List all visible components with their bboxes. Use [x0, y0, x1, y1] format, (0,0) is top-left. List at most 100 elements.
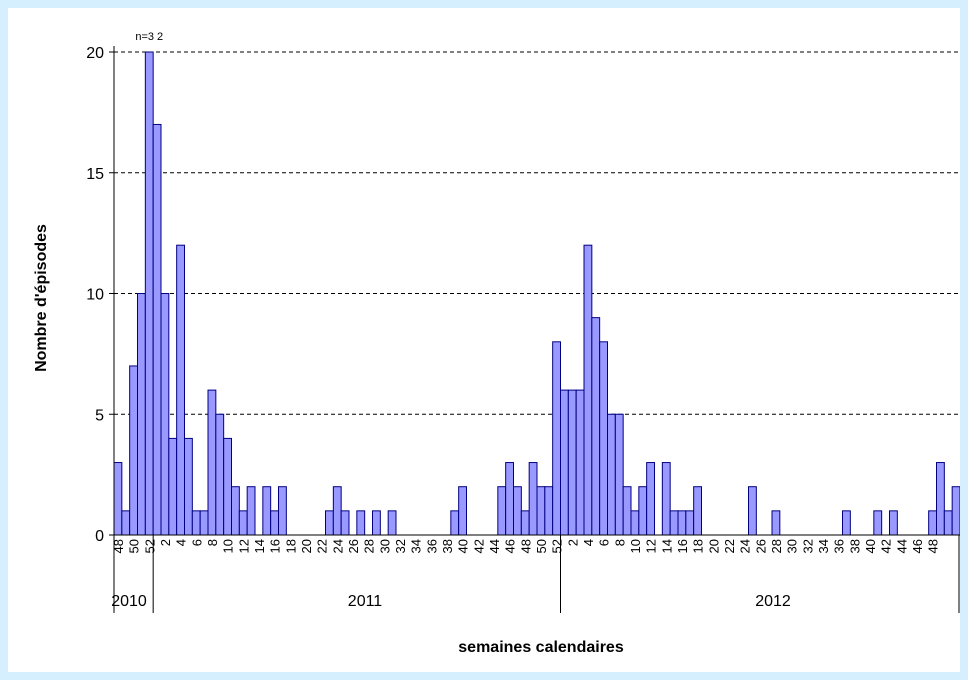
x-tick-label: 48: [518, 539, 533, 553]
x-tick-label: 50: [534, 539, 549, 553]
bar: [144, 51, 154, 536]
x-tick-label: 4: [174, 539, 189, 546]
x-tick-label: 6: [597, 539, 612, 546]
x-tick-label: 4: [581, 539, 596, 546]
bar: [583, 244, 593, 536]
x-tick-label: 46: [910, 539, 925, 553]
bar: [873, 510, 883, 536]
y-tick-label: 20: [86, 45, 104, 62]
x-tick-label: 22: [722, 539, 737, 553]
x-tick-label: 52: [142, 539, 157, 553]
x-tick-label: 42: [879, 539, 894, 553]
x-tick-label: 10: [628, 539, 643, 553]
bar: [943, 510, 953, 536]
y-tick-label: 15: [86, 166, 104, 183]
bar: [630, 510, 640, 536]
y-tick-labels: 0 5 10 15 20: [86, 45, 104, 545]
bar: [520, 510, 530, 536]
bar: [693, 486, 703, 536]
x-tick-label: 26: [346, 539, 361, 553]
bar: [575, 389, 585, 536]
bar: [372, 510, 381, 536]
bar: [223, 437, 233, 536]
x-tick-label: 20: [706, 539, 721, 553]
x-tick-label: 2: [158, 539, 173, 546]
x-tick-label: 34: [816, 539, 831, 553]
bar: [152, 123, 162, 536]
x-tick-label: 50: [127, 539, 142, 553]
x-tick-label: 36: [832, 539, 847, 553]
x-tick-label: 12: [236, 539, 251, 553]
x-tick-label: 24: [330, 539, 345, 553]
x-tick-label: 48: [926, 539, 941, 553]
x-tick-label: 18: [691, 539, 706, 553]
x-tick-label: 10: [221, 539, 236, 553]
bar: [544, 486, 554, 536]
year-label: 2010: [111, 593, 147, 610]
x-tick-label: 6: [189, 539, 204, 546]
x-tick-label: 48: [111, 539, 126, 553]
x-tick-label: 32: [393, 539, 408, 553]
bar: [928, 510, 938, 536]
bar: [458, 486, 467, 536]
x-tick-label: 26: [753, 539, 768, 553]
bar: [669, 510, 679, 536]
bar: [199, 510, 209, 536]
x-tick-label: 20: [299, 539, 314, 553]
bar: [191, 510, 201, 536]
bar: [207, 389, 217, 536]
x-tick-label: 18: [283, 539, 298, 553]
bar: [560, 389, 569, 536]
x-tick-label: 38: [440, 539, 455, 553]
year-labels: 2010 2011 2012: [111, 593, 791, 610]
bar: [215, 413, 225, 536]
x-tick-label: 2: [565, 539, 580, 546]
bar: [622, 486, 632, 536]
chart-panel: 0 5 10 15 20 48 50 52 2 4 6 8 10 12 14 16 18 20 22 24 26 28 3…: [8, 8, 960, 672]
year-label: 2012: [755, 593, 791, 610]
bar: [497, 486, 507, 536]
bar: [246, 486, 256, 536]
x-tick-label: 42: [471, 539, 486, 553]
y-axis-label: Nombre d'épisodes: [33, 224, 50, 372]
x-tick-label: 16: [675, 539, 690, 553]
bar: [646, 462, 656, 536]
bar: [748, 486, 757, 536]
x-tick-label: 16: [268, 539, 283, 553]
x-tick-label: 30: [785, 539, 800, 553]
x-tick-label: 40: [863, 539, 878, 553]
bar: [513, 486, 522, 536]
bar: [387, 510, 397, 536]
bar: [677, 510, 687, 536]
bar: [168, 437, 178, 536]
x-tick-label: 14: [659, 539, 674, 553]
x-tick-label: 40: [456, 539, 471, 553]
bar: [340, 510, 350, 536]
bar: [771, 510, 781, 536]
bar: [505, 462, 514, 536]
x-tick-label: 24: [738, 539, 753, 553]
x-tick-label: 28: [362, 539, 377, 553]
bar: [638, 486, 648, 536]
x-tick-label: 44: [487, 539, 502, 553]
bar: [176, 244, 186, 536]
bar: [278, 486, 287, 536]
bar: [842, 510, 851, 536]
bar: [936, 462, 945, 536]
x-tick-label: 8: [612, 539, 627, 546]
x-tick-label: 28: [769, 539, 784, 553]
bar: [325, 510, 334, 536]
bar: [129, 365, 138, 536]
bar: [450, 510, 460, 536]
bar: [231, 486, 240, 536]
bar: [137, 293, 146, 536]
year-label: 2011: [348, 593, 383, 610]
y-tick-label: 10: [86, 287, 104, 304]
bar: [599, 341, 609, 536]
x-tick-label: 44: [894, 539, 909, 553]
bar: [113, 462, 123, 536]
bar: [661, 462, 671, 536]
bar: [536, 486, 546, 536]
bar: [270, 510, 279, 536]
